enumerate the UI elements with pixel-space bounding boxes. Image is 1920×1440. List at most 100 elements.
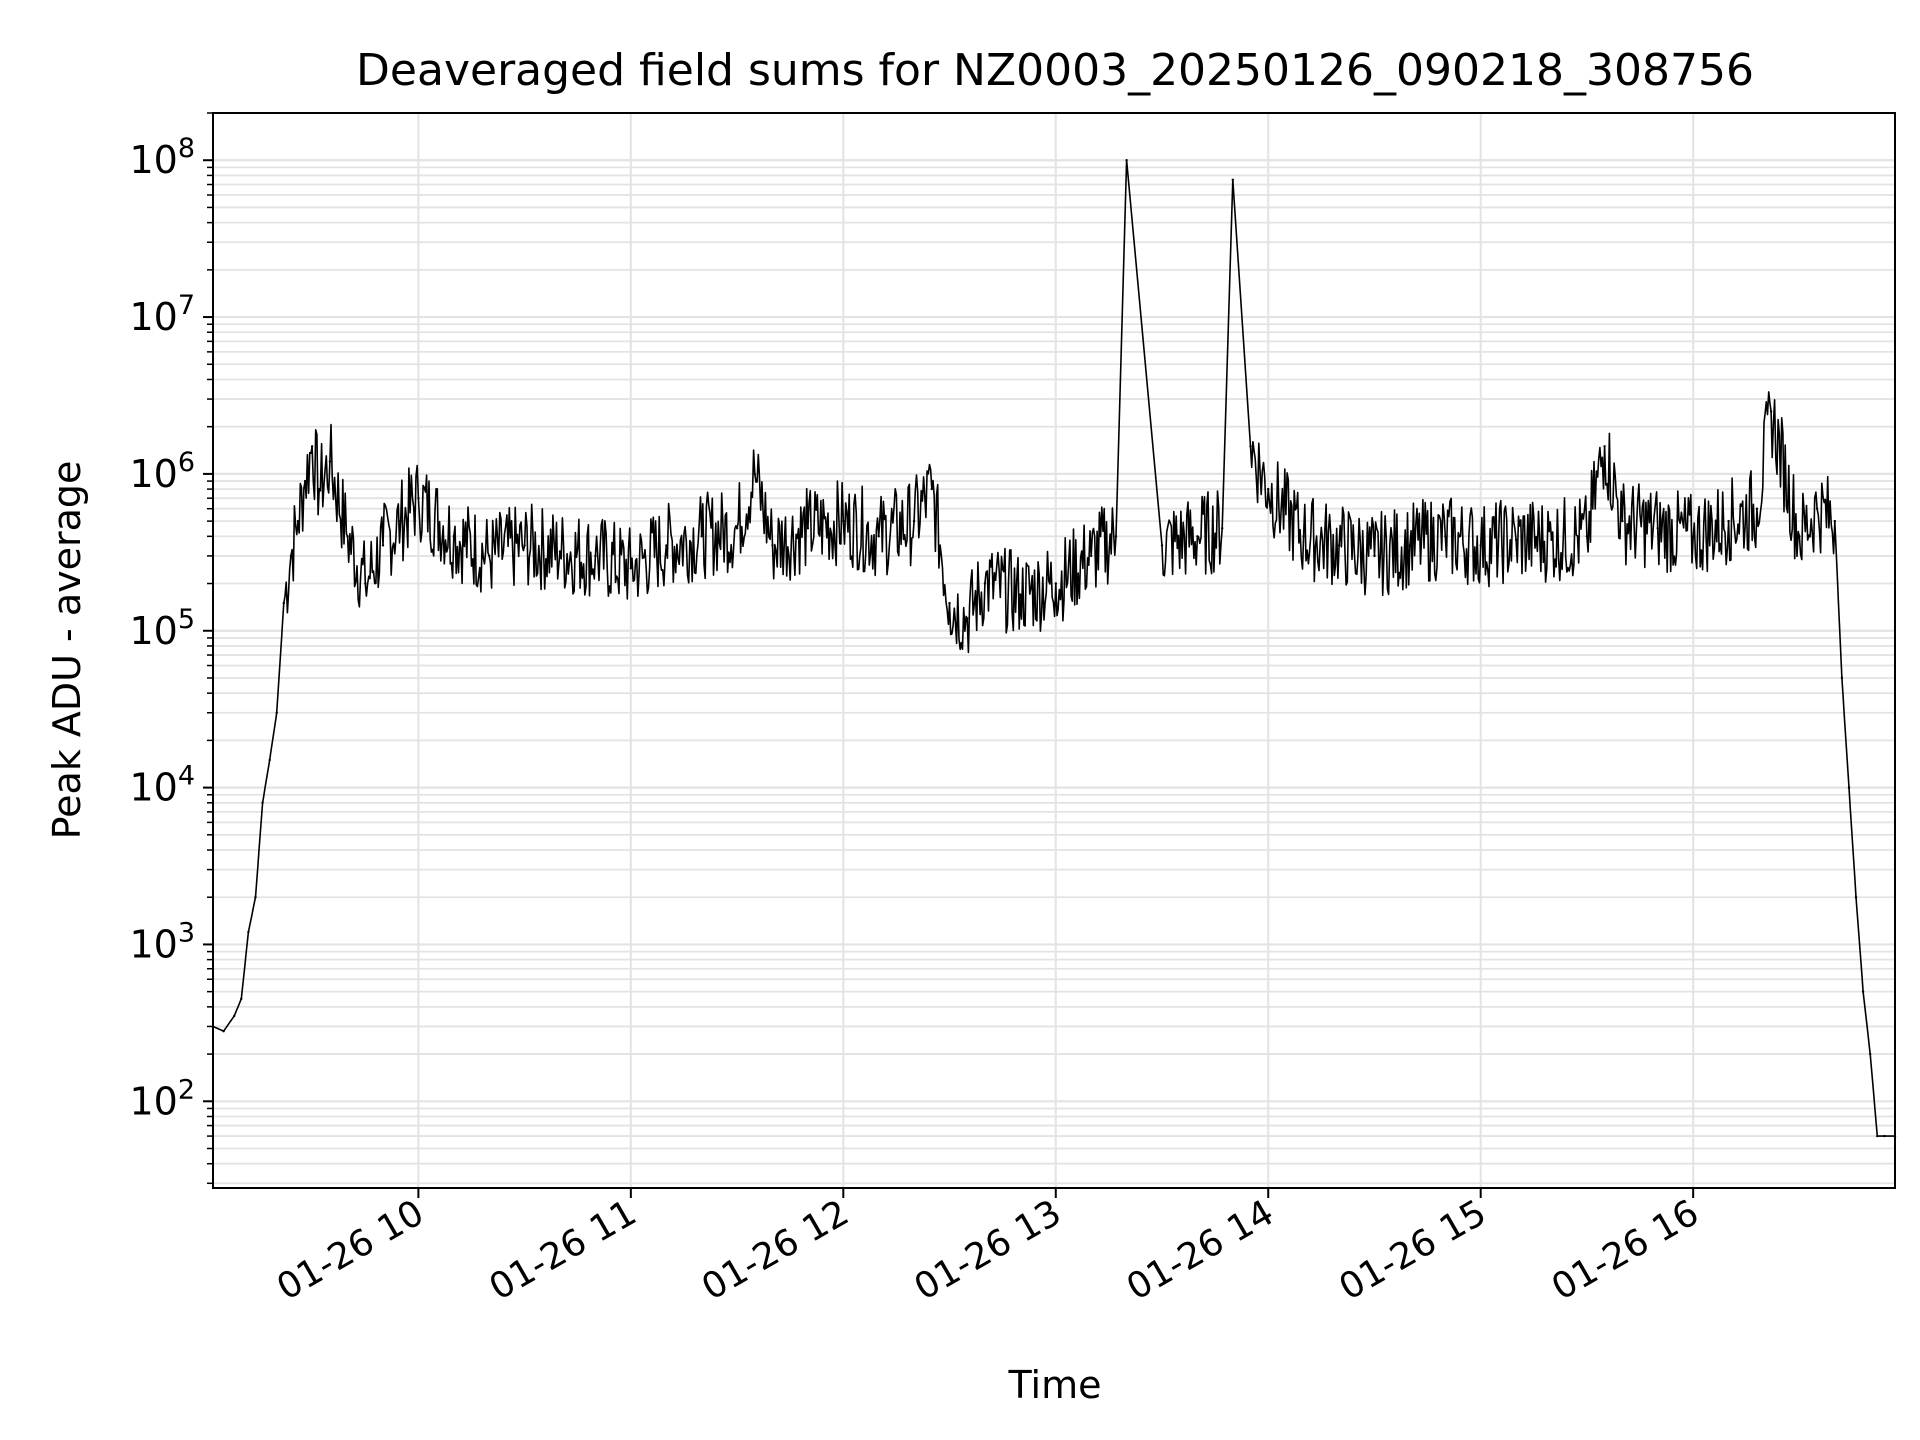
data-point (1869, 1052, 1872, 1056)
y-tick-label: 105 (129, 604, 195, 653)
data-point (254, 896, 257, 899)
data-point (1373, 554, 1376, 558)
x-axis-ticks: 01-26 10 01-26 11 01-26 12 01-26 13 01-26 14… (270, 1188, 1706, 1309)
data-point (1603, 445, 1606, 448)
data-point (877, 535, 880, 538)
y-tick-label: 106 (129, 447, 195, 496)
x-tick-label: 01-26 13 (908, 1192, 1069, 1308)
data-point (1408, 544, 1412, 547)
data-point (282, 601, 285, 605)
data-point (222, 1030, 225, 1033)
data-point (1114, 535, 1118, 538)
data-point (558, 550, 562, 553)
data-point (1444, 535, 1447, 538)
y-tick-label: 103 (129, 917, 195, 966)
data-point (1883, 1134, 1886, 1138)
data-point (1221, 527, 1224, 530)
data-point (665, 544, 668, 547)
y-axis-label: Peak ADU - average (45, 461, 89, 840)
data-point (289, 554, 293, 558)
data-point (318, 487, 321, 491)
data-point (417, 497, 420, 500)
data-point (261, 801, 264, 804)
x-tick-label: 01-26 11 (483, 1192, 644, 1308)
data-point (1160, 544, 1164, 547)
data-point (233, 1014, 236, 1018)
data-point (735, 527, 739, 530)
data-point (240, 997, 243, 1000)
data-line-layer (211, 159, 1897, 1138)
data-point (1692, 535, 1695, 538)
y-tick-label: 108 (129, 133, 195, 182)
data-point (629, 567, 632, 570)
data-point (806, 527, 810, 530)
data-point (1054, 582, 1058, 585)
data-point (753, 472, 756, 476)
data-point (275, 711, 278, 714)
series-line (212, 159, 1895, 1137)
data-point (247, 930, 250, 934)
data-point (1854, 896, 1858, 899)
data-point (966, 617, 969, 620)
x-tick-label: 01-26 14 (1120, 1192, 1281, 1308)
y-tick-label: 102 (129, 1074, 195, 1123)
data-point (1125, 159, 1128, 162)
data-point (346, 535, 349, 538)
x-axis-label: Time (1008, 1363, 1102, 1407)
data-point (1550, 538, 1553, 541)
data-point (296, 519, 300, 523)
data-point (983, 582, 987, 585)
data-point (1249, 445, 1252, 448)
chart-title: Deaveraged field sums for NZ0003_2025012… (356, 45, 1754, 96)
data-point (1861, 990, 1865, 993)
data-point (364, 582, 367, 585)
data-point (488, 554, 491, 558)
data-point (1833, 519, 1837, 523)
data-point (1621, 519, 1624, 523)
x-tick-label: 01-26 16 (1545, 1192, 1706, 1308)
data-point (1847, 786, 1851, 789)
data-point (1196, 535, 1199, 538)
data-point (452, 535, 455, 538)
data-point (930, 487, 933, 491)
data-point (310, 445, 314, 448)
data-point (771, 544, 774, 547)
data-point (1840, 676, 1844, 680)
data-point (1876, 1134, 1879, 1138)
data-point (268, 758, 271, 762)
y-axis-ticks: 102 103 104 105 106 107 108 (129, 112, 213, 1185)
data-point (700, 535, 703, 538)
data-point (1337, 544, 1341, 547)
data-point (1798, 535, 1801, 538)
data-point (842, 519, 845, 523)
data-point (381, 544, 385, 547)
data-point (303, 479, 307, 483)
data-point (912, 519, 916, 523)
data-point (594, 554, 597, 558)
data-point (1727, 519, 1730, 523)
data-point (1755, 507, 1759, 510)
grid-lines (213, 112, 1895, 1188)
data-point (1815, 507, 1819, 510)
data-point (1769, 410, 1773, 413)
data-point (1090, 554, 1093, 558)
x-tick-label: 01-26 12 (695, 1192, 856, 1308)
data-point (328, 460, 332, 463)
data-point (1585, 535, 1589, 538)
data-point (1514, 538, 1518, 541)
data-point (1231, 178, 1235, 181)
data-point (1656, 527, 1659, 530)
y-tick-label: 107 (129, 290, 195, 339)
data-point (1019, 593, 1022, 596)
data-point (399, 519, 402, 523)
data-point (523, 544, 526, 547)
x-tick-label: 01-26 10 (270, 1192, 431, 1308)
data-point (1302, 535, 1305, 538)
data-point (1479, 544, 1482, 547)
data-point (948, 601, 951, 605)
x-tick-label: 01-26 15 (1333, 1192, 1494, 1308)
data-point (1267, 487, 1270, 491)
y-tick-label: 104 (129, 761, 195, 810)
